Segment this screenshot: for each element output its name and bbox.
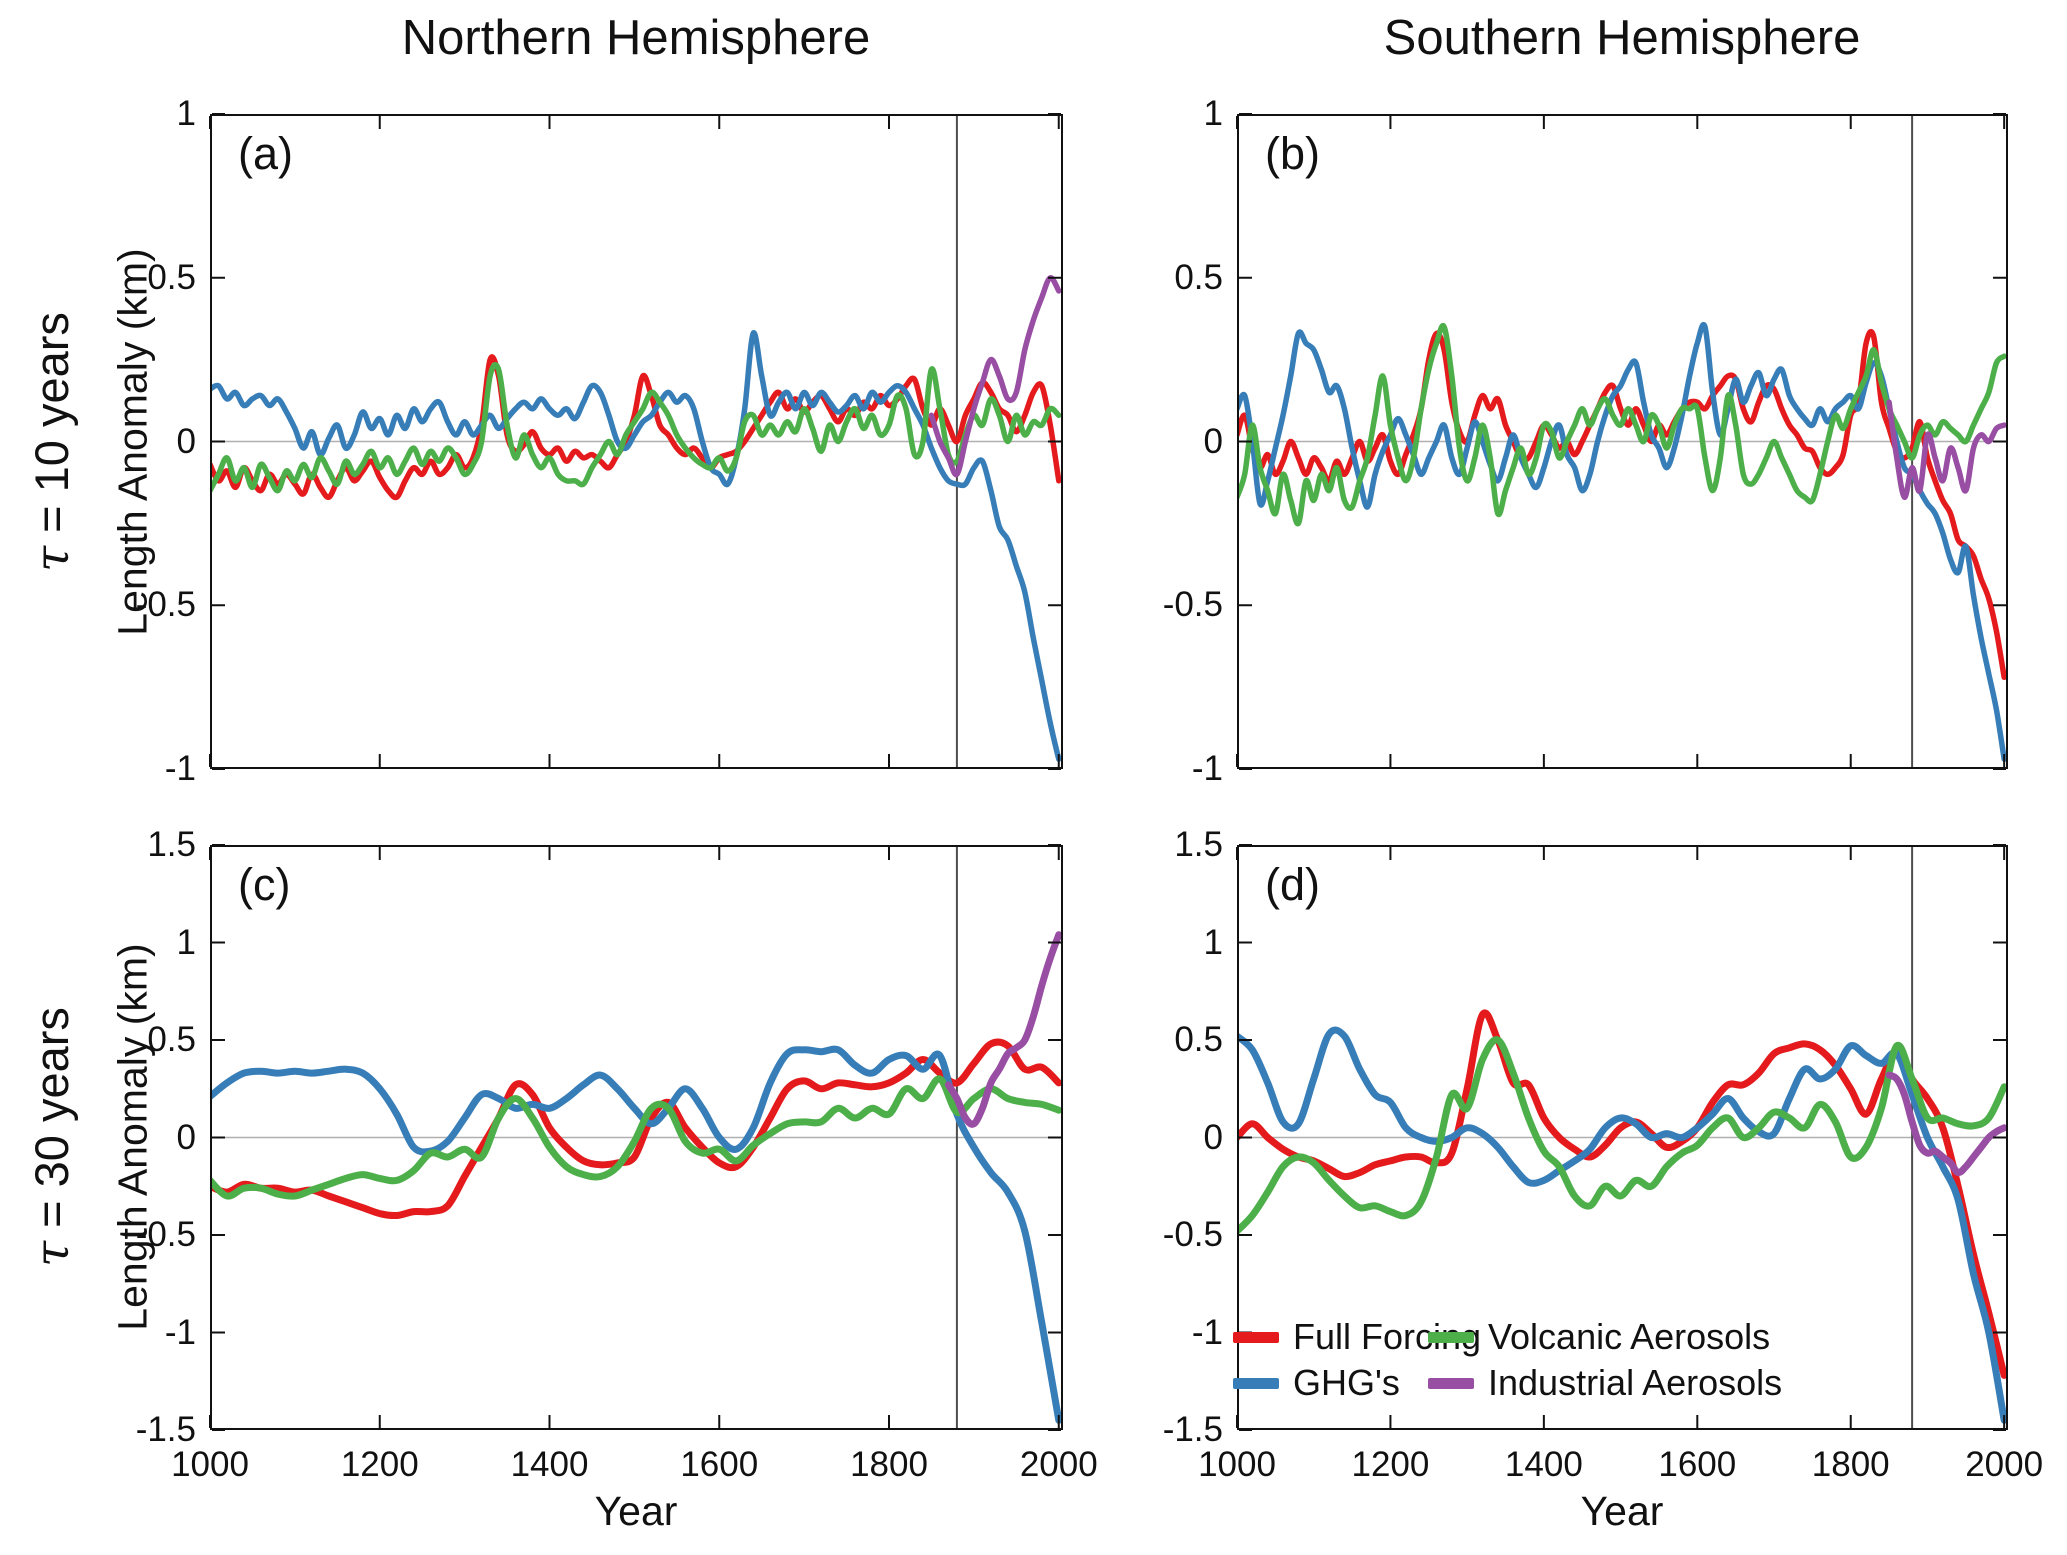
series-industrial-aerosols [1886,399,2007,500]
y-tick-label: -1 [164,749,196,788]
legend-item-volcanic-aerosols: Volcanic Aerosols [1428,1316,1770,1358]
y-tick-label: 0 [176,421,196,461]
y-tick-label: 0 [176,1117,196,1157]
series-ghg-s [210,330,1062,762]
panel-letter-c: (c) [238,859,291,910]
axis-box [1237,114,2008,769]
y-tick-label: -1.5 [1162,1410,1223,1449]
series-industrial-aerosols [928,275,1062,478]
y-tick-label: 0.5 [1174,257,1223,297]
legend-item-industrial-aerosols: Industrial Aerosols [1428,1362,1782,1404]
y-tick-label: 1.5 [1174,825,1223,864]
y-tick-label: 1 [1203,94,1223,133]
y-tick-label: -1 [1191,1312,1223,1352]
x-axis-label-c: Year [594,1488,678,1534]
series-ghg-s [1237,322,2007,762]
axis-box [1237,845,2008,1430]
legend-item-ghgs: GHG's [1233,1362,1400,1404]
legend-label-volcanic-aerosols: Volcanic Aerosols [1488,1316,1771,1357]
x-tick-label: 1000 [171,1445,249,1484]
y-tick-label: -0.5 [135,585,196,625]
x-tick-label: 1400 [510,1445,589,1484]
series-volcanic-aerosols [210,362,1062,494]
y-tick-label: 1.5 [147,825,196,864]
series-industrial-aerosols [944,931,1063,1128]
panel-b-plot [1236,113,2008,770]
legend-swatch-full-forcing [1233,1331,1279,1343]
series-ghg-s [210,1045,1063,1424]
panel-d-plot [1236,844,2008,1431]
series-full-forcing [210,1038,1063,1220]
y-tick-label: 1 [176,94,196,133]
title-southern-hemisphere: Southern Hemisphere [1383,11,1861,65]
y-tick-label: 0.5 [1174,1020,1223,1059]
x-tick-label: 1000 [1198,1445,1276,1484]
x-tick-label: 1800 [1811,1445,1890,1484]
legend-swatch-ghgs [1233,1377,1279,1389]
series-ghg-s [1237,1026,2008,1424]
tau-symbol: τ [25,545,80,572]
series-full-forcing [210,354,1062,501]
y-tick-label: -0.5 [135,1215,196,1254]
panel-letter-b: (b) [1265,128,1320,179]
x-tick-label: 1400 [1504,1445,1583,1484]
y-tick-label: 1 [176,922,196,962]
y-tick-label: -0.5 [1162,585,1223,625]
title-northern-hemisphere: Northern Hemisphere [401,11,871,65]
y-tick-label: 0 [1203,421,1223,461]
panel-c-plot [209,844,1063,1431]
y-tick-label: 0.5 [147,1020,196,1059]
axis-box [210,845,1063,1430]
x-tick-label: 1200 [340,1445,419,1484]
y-tick-label: -1 [1191,749,1223,788]
legend-swatch-industrial-aerosols [1428,1377,1474,1389]
y-tick-label: -1.5 [135,1410,196,1449]
y-tick-label: -1 [164,1312,196,1352]
series-industrial-aerosols [1885,1071,2008,1177]
series-volcanic-aerosols [1237,322,2007,527]
panel-letter-a: (a) [238,128,293,179]
series-full-forcing [1237,1009,2008,1379]
legend-label-ghgs: GHG's [1293,1362,1400,1403]
x-tick-label: 1600 [1658,1445,1737,1484]
legend-swatch-volcanic-aerosols [1428,1331,1474,1343]
panel-a-plot [209,113,1063,770]
y-tick-label: 1 [1203,922,1223,962]
y-tick-label: 0 [1203,1117,1223,1157]
series-volcanic-aerosols [210,1075,1063,1200]
x-tick-label: 1800 [850,1445,928,1484]
y-tick-label: -0.5 [1162,1215,1223,1254]
x-tick-label: 2000 [1019,1445,1098,1484]
x-tick-label: 1600 [680,1445,759,1484]
x-tick-label: 2000 [1965,1445,2044,1484]
axis-box [210,114,1063,769]
x-tick-label: 1200 [1351,1445,1430,1484]
legend-label-industrial-aerosols: Industrial Aerosols [1488,1362,1783,1403]
series-volcanic-aerosols [1237,1036,2008,1235]
panel-letter-d: (d) [1265,859,1320,910]
y-tick-label: 0.5 [147,257,196,297]
x-axis-label-d: Year [1580,1488,1664,1534]
